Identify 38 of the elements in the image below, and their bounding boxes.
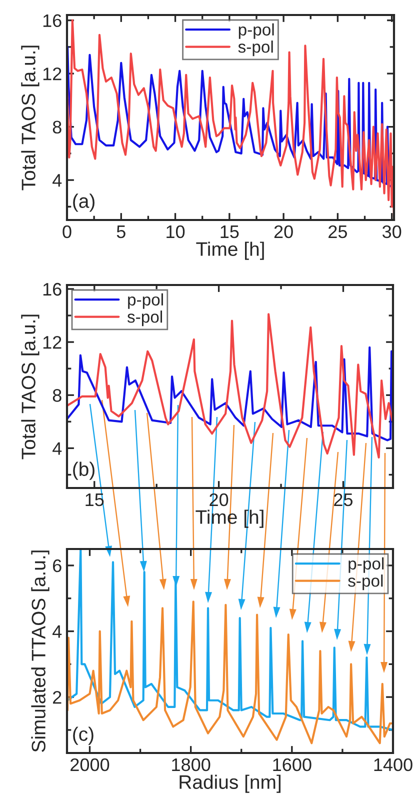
legend-label: p-pol xyxy=(238,23,274,39)
legend-label: s-pol xyxy=(127,310,162,326)
line-series xyxy=(67,346,393,442)
legend-label: p-pol xyxy=(348,557,384,573)
y-tick-label: 12 xyxy=(43,68,62,80)
legend-label: p-pol xyxy=(128,293,163,309)
x-axis-title: Radius [nm] xyxy=(180,774,280,793)
legend-label: s-pol xyxy=(238,40,273,56)
x-tick-label: 20 xyxy=(274,225,293,238)
x-tick-label: 2000 xyxy=(70,758,110,772)
x-tick-label: 0 xyxy=(62,225,72,238)
y-tick-label: 8 xyxy=(52,120,62,134)
y-tick-label: 12 xyxy=(43,336,62,349)
y-tick-label: 8 xyxy=(52,389,62,402)
x-tick-label: 1600 xyxy=(273,758,312,772)
x-axis-title: Time [h] xyxy=(196,242,264,260)
y-tick-label: 16 xyxy=(43,282,62,296)
annotation: (b) xyxy=(73,462,94,480)
annotation: (a) xyxy=(73,194,94,212)
y-tick-label: 16 xyxy=(43,14,62,28)
x-tick-label: 5 xyxy=(116,226,126,238)
x-tick-label: 1400 xyxy=(374,758,412,772)
y-axis-title: Simulated TTAOS [a.u.] xyxy=(31,550,50,752)
x-tick-label: 15 xyxy=(220,226,239,238)
legend-label: s-pol xyxy=(348,574,383,590)
x-tick-label: 10 xyxy=(166,225,185,238)
y-axis-title: Total TAOS [a.u.] xyxy=(21,46,40,190)
y-axis-title: Total TAOS [a.u.] xyxy=(21,314,40,460)
x-tick-label: 1800 xyxy=(172,758,210,772)
x-tick-label: 30 xyxy=(382,225,402,238)
y-tick-label: 4 xyxy=(52,174,62,187)
line-series xyxy=(67,600,393,744)
y-tick-label: 4 xyxy=(52,442,62,455)
annotation: (c) xyxy=(73,726,94,745)
x-tick-label: 25 xyxy=(328,225,347,238)
y-tick-label: 4 xyxy=(52,625,62,638)
y-tick-label: 2 xyxy=(53,691,62,704)
y-tick-label: 6 xyxy=(53,559,62,572)
